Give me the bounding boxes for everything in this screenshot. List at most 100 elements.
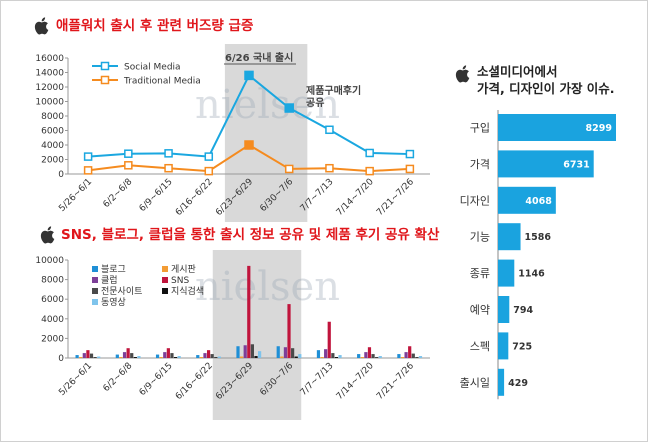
apple-logo-icon [455,65,470,83]
bar [254,356,258,358]
hbar-value-label: 8299 [586,123,612,134]
y-tick-label: 6000 [41,127,64,137]
bar [206,350,211,358]
data-point [405,164,415,174]
hbar-value-label: 1146 [518,269,545,280]
bar [86,350,90,358]
hbar [498,332,509,360]
hbar-value-label: 1586 [525,232,552,243]
bar [155,354,160,358]
y-tick-label: 0 [58,354,64,364]
bar [378,356,382,358]
legend-label: SNS [171,276,189,286]
chart1-title: 애플워치 출시 후 관련 버즈량 급증 [56,17,253,34]
data-point [124,161,133,170]
data-point [204,152,214,161]
chart2-title: SNS, 블로그, 클럽을 통한 출시 정보 공유 및 제품 후기 공유 확산 [61,226,440,243]
bar [133,357,137,358]
legend-swatch [162,288,168,294]
y-tick-label: 8000 [41,112,64,122]
y-tick-label: 6000 [41,295,64,305]
x-tick-label: 6/9~6/15 [138,177,175,214]
hbar-category-label: 예약 [470,303,490,317]
hbar-category-label: 구입 [470,122,490,135]
watermark-text: nielsen [195,264,340,310]
bar [258,351,262,358]
legend-label: 게시판 [171,264,196,275]
bar [400,357,405,358]
hbar-value-label: 6731 [563,159,589,170]
bar [367,347,372,358]
bar [126,348,130,358]
legend-label: Traditional Media [123,77,201,87]
hbar-value-label: 429 [508,378,528,389]
annotation-launch: 6/26 국내 출시 [225,51,293,64]
chart3-title-line1: 소셜미디어에서 [477,64,558,79]
legend-swatch [92,288,98,294]
hbar-category-label: 기능 [470,231,490,244]
bar [320,357,324,358]
legend-label: 지식검색 [171,285,204,297]
y-tick-label: 16000 [35,54,64,64]
bar [404,352,408,358]
bar [291,348,295,358]
data-point [284,164,294,174]
bar [283,347,288,358]
hbar [498,368,505,396]
bar [327,321,331,358]
hbar-category-label: 스펙 [470,340,490,353]
bar [130,353,134,358]
data-point [164,149,173,158]
bar [163,352,167,358]
bar [217,356,221,358]
highlight-band [224,44,308,222]
y-tick-label: 10000 [35,256,64,266]
legend-label: 동영상 [101,297,126,308]
chart3-title-line2: 가격, 디자인이 가장 이슈. [477,81,615,96]
bar [411,353,415,358]
chart3-hbar-chart: 구입 8299 가격 6731 디자인 4068 기능 1586 종류 1146 예약 794 스펙 72… [460,110,616,400]
y-tick-label: 2000 [41,334,64,344]
bar [166,348,170,358]
chart2-bar-chart: nielsen 0 2000 4000 6000 8000 10000 5/26~6/1 6/2… [35,250,430,420]
bar [196,355,200,358]
bar [250,344,254,358]
hbar-category-label: 디자인 [460,194,490,207]
y-tick-label: 0 [58,170,64,180]
apple-logo-icon [34,17,49,35]
legend-swatch [162,277,168,283]
y-tick-label: 4000 [41,315,64,325]
bar [360,357,364,358]
bar [137,356,141,358]
data-point [284,103,294,113]
data-point [164,163,173,173]
x-tick-label: 5/26~6/1 [57,177,94,214]
hbar-category-label: 가격 [470,158,490,171]
hbar-value-label: 725 [512,341,532,352]
data-point [405,149,415,159]
legend-marker [100,75,110,85]
bar [338,355,342,358]
bar [408,346,412,358]
bar [280,356,284,358]
bar [331,353,335,358]
bar [89,353,94,358]
bar [82,353,86,358]
data-point [204,166,214,176]
bar [214,357,218,358]
bar [316,350,321,358]
legend-label: Social Media [124,63,181,73]
bar [122,352,127,358]
x-tick-label: 7/21~7/26 [375,361,416,402]
legend-label: 전문사이트 [101,286,142,297]
hbar-category-label: 종류 [470,267,490,280]
bar [375,357,379,358]
y-tick-label: 12000 [35,83,64,93]
x-tick-label: 7/14~7/20 [335,361,376,402]
data-point [325,163,334,173]
apple-logo-icon [40,226,55,244]
data-point [244,70,254,81]
bar [418,356,423,358]
